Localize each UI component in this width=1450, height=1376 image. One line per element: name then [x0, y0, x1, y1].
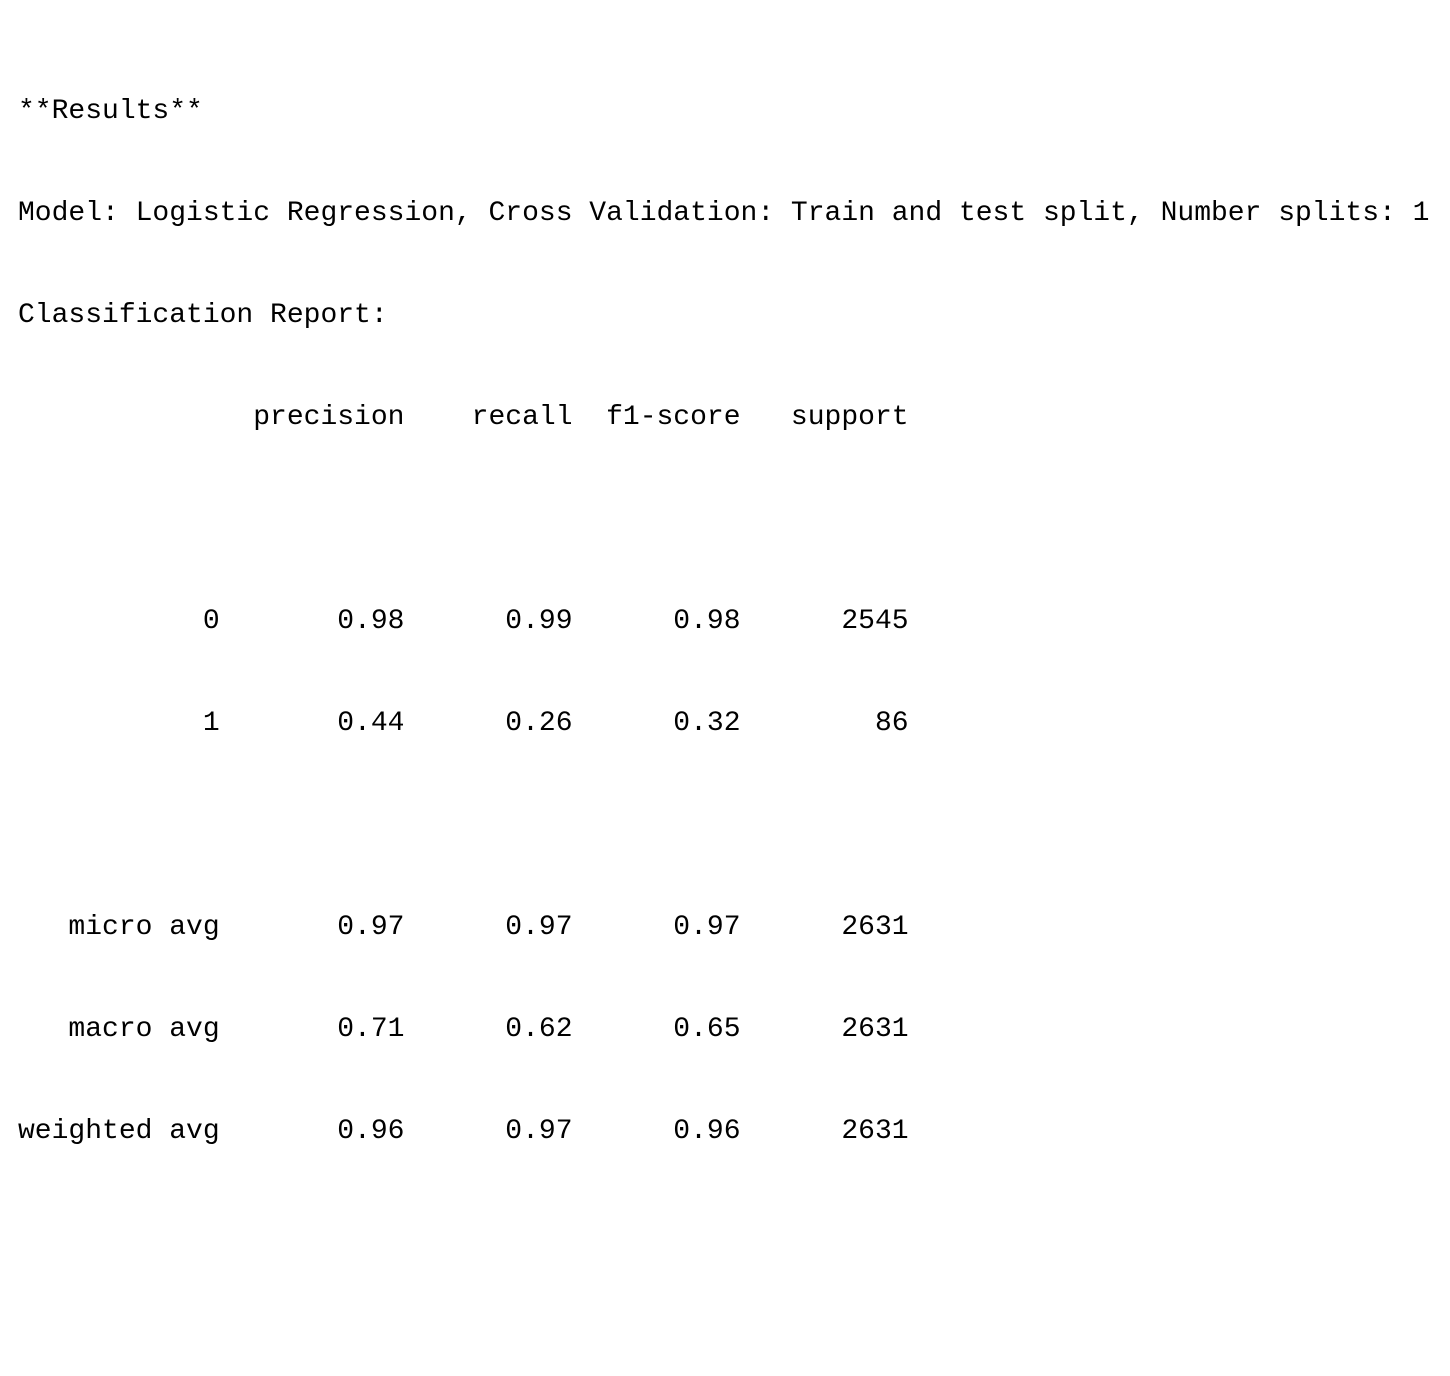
report-row-micro-avg: micro avg 0.97 0.97 0.97 2631 [18, 912, 909, 943]
blank-line [18, 503, 1429, 537]
model-line: Model: Logistic Regression, Cross Valida… [18, 198, 1430, 229]
report-row-class-0: 0 0.98 0.99 0.98 2545 [18, 606, 909, 637]
blank-line [18, 1319, 1429, 1353]
report-header: precision recall f1-score support [18, 402, 909, 433]
report-title: Classification Report: [18, 300, 388, 331]
console-output: **Results** Model: Logistic Regression, … [18, 27, 1429, 1376]
report-row-class-1: 1 0.44 0.26 0.32 86 [18, 708, 909, 739]
results-heading: **Results** [18, 96, 203, 127]
report-row-macro-avg: macro avg 0.71 0.62 0.65 2631 [18, 1014, 909, 1045]
blank-line [18, 1217, 1429, 1251]
report-row-weighted-avg: weighted avg 0.96 0.97 0.96 2631 [18, 1116, 909, 1147]
blank-line [18, 809, 1429, 843]
